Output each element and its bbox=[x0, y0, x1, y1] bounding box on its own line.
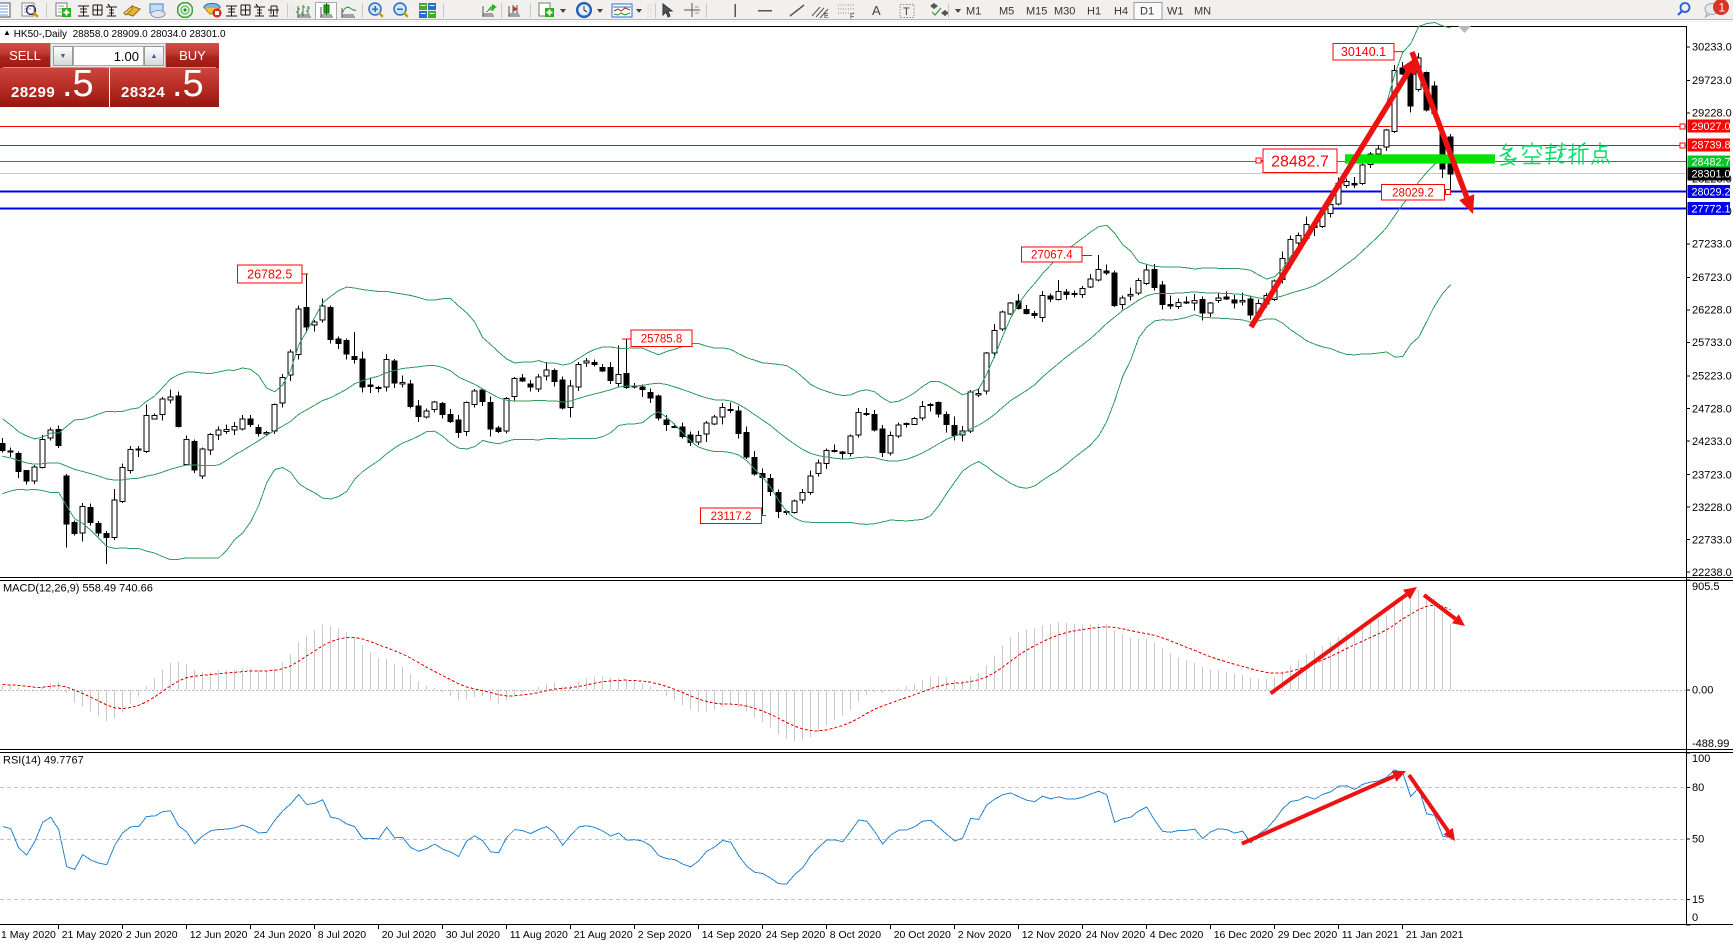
svg-text:27772.1: 27772.1 bbox=[1692, 203, 1731, 215]
svg-text:T: T bbox=[903, 6, 910, 18]
svg-text:D1: D1 bbox=[1140, 6, 1154, 18]
svg-text:W1: W1 bbox=[1167, 6, 1184, 18]
svg-text:11 Aug 2020: 11 Aug 2020 bbox=[510, 929, 568, 941]
svg-text:80: 80 bbox=[1692, 782, 1704, 794]
svg-text:27067.4: 27067.4 bbox=[1031, 250, 1073, 262]
svg-text:50: 50 bbox=[1692, 834, 1704, 846]
svg-text:24 Jun 2020: 24 Jun 2020 bbox=[254, 929, 312, 941]
svg-text:11 Jan 2021: 11 Jan 2021 bbox=[1342, 929, 1399, 941]
svg-text:30140.1: 30140.1 bbox=[1341, 45, 1386, 59]
svg-text:A: A bbox=[872, 3, 881, 18]
svg-text:29 Dec 2020: 29 Dec 2020 bbox=[1278, 929, 1338, 941]
svg-text:2 Nov 2020: 2 Nov 2020 bbox=[958, 929, 1012, 941]
svg-text:M30: M30 bbox=[1054, 6, 1075, 18]
svg-text:23117.2: 23117.2 bbox=[711, 511, 752, 523]
svg-text:29723.0: 29723.0 bbox=[1692, 75, 1732, 87]
svg-text:8 Oct 2020: 8 Oct 2020 bbox=[830, 929, 882, 941]
svg-text:29027.0: 29027.0 bbox=[1692, 121, 1731, 133]
svg-text:12 Jun 2020: 12 Jun 2020 bbox=[190, 929, 248, 941]
svg-text:29228.0: 29228.0 bbox=[1692, 108, 1732, 120]
svg-text:28029.2: 28029.2 bbox=[1692, 186, 1731, 198]
svg-text:25223.0: 25223.0 bbox=[1692, 371, 1732, 383]
svg-text:1 May 2020: 1 May 2020 bbox=[1, 929, 56, 941]
svg-text:0.00: 0.00 bbox=[1692, 685, 1713, 697]
svg-text:20 Jul 2020: 20 Jul 2020 bbox=[382, 929, 436, 941]
svg-text:28739.8: 28739.8 bbox=[1692, 140, 1731, 152]
svg-text:-488.99: -488.99 bbox=[1692, 738, 1729, 750]
svg-text:25733.0: 25733.0 bbox=[1692, 337, 1732, 349]
svg-text:20 Oct 2020: 20 Oct 2020 bbox=[894, 929, 951, 941]
svg-text:905.5: 905.5 bbox=[1692, 581, 1720, 593]
svg-text:30 Jul 2020: 30 Jul 2020 bbox=[446, 929, 500, 941]
svg-text:M1: M1 bbox=[966, 6, 981, 18]
svg-text:22733.0: 22733.0 bbox=[1692, 534, 1732, 546]
svg-text:26228.0: 26228.0 bbox=[1692, 305, 1732, 317]
svg-text:27233.0: 27233.0 bbox=[1692, 239, 1732, 251]
svg-text:4 Dec 2020: 4 Dec 2020 bbox=[1150, 929, 1204, 941]
svg-text:8 Jul 2020: 8 Jul 2020 bbox=[318, 929, 367, 941]
svg-text:26723.0: 26723.0 bbox=[1692, 272, 1732, 284]
svg-text:H4: H4 bbox=[1114, 6, 1128, 18]
svg-text:E: E bbox=[824, 13, 829, 20]
svg-text:RSI(14) 49.7767: RSI(14) 49.7767 bbox=[3, 755, 84, 767]
svg-text:MN: MN bbox=[1194, 6, 1211, 18]
svg-text:MACD(12,26,9) 558.49 740.66: MACD(12,26,9) 558.49 740.66 bbox=[3, 583, 153, 595]
svg-text:15: 15 bbox=[1692, 894, 1704, 906]
svg-text:0: 0 bbox=[1692, 912, 1698, 924]
svg-text:28029.2: 28029.2 bbox=[1392, 187, 1434, 199]
svg-text:24233.0: 24233.0 bbox=[1692, 436, 1732, 448]
svg-text:21 Jan 2021: 21 Jan 2021 bbox=[1406, 929, 1464, 941]
svg-text:22238.0: 22238.0 bbox=[1692, 567, 1732, 579]
svg-text:28301.0: 28301.0 bbox=[1692, 169, 1731, 181]
svg-text:24728.0: 24728.0 bbox=[1692, 403, 1732, 415]
svg-text:26782.5: 26782.5 bbox=[247, 268, 292, 282]
svg-text:30233.0: 30233.0 bbox=[1692, 42, 1732, 54]
svg-text:14 Sep 2020: 14 Sep 2020 bbox=[702, 929, 762, 941]
svg-text:2 Sep 2020: 2 Sep 2020 bbox=[638, 929, 692, 941]
svg-text:23723.0: 23723.0 bbox=[1692, 469, 1732, 481]
svg-text:28482.7: 28482.7 bbox=[1692, 157, 1731, 169]
svg-text:F: F bbox=[850, 14, 854, 21]
svg-text:1: 1 bbox=[1719, 1, 1726, 15]
svg-text:28482.7: 28482.7 bbox=[1271, 153, 1329, 170]
svg-text:2 Jun 2020: 2 Jun 2020 bbox=[126, 929, 178, 941]
svg-text:12 Nov 2020: 12 Nov 2020 bbox=[1022, 929, 1082, 941]
svg-text:H1: H1 bbox=[1087, 6, 1101, 18]
svg-text:23228.0: 23228.0 bbox=[1692, 502, 1732, 514]
svg-text:24 Sep 2020: 24 Sep 2020 bbox=[766, 929, 826, 941]
svg-text:100: 100 bbox=[1692, 753, 1710, 765]
svg-text:M5: M5 bbox=[999, 6, 1014, 18]
svg-text:21 Aug 2020: 21 Aug 2020 bbox=[574, 929, 633, 941]
svg-text:16 Dec 2020: 16 Dec 2020 bbox=[1214, 929, 1274, 941]
svg-text:M15: M15 bbox=[1026, 6, 1047, 18]
svg-text:24 Nov 2020: 24 Nov 2020 bbox=[1086, 929, 1146, 941]
svg-text:21 May 2020: 21 May 2020 bbox=[62, 929, 123, 941]
svg-text:25785.8: 25785.8 bbox=[641, 333, 683, 345]
